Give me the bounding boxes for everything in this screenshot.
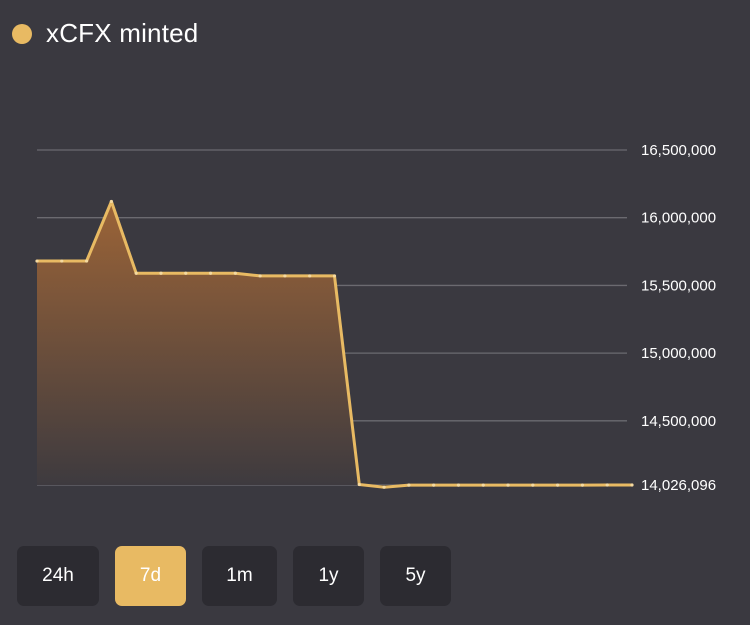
- data-point: [208, 271, 213, 275]
- data-point: [556, 483, 560, 487]
- data-point: [84, 259, 89, 263]
- data-point: [35, 259, 39, 263]
- range-button-1m[interactable]: 1m: [202, 546, 277, 606]
- data-point: [382, 485, 386, 489]
- legend-marker: [12, 23, 32, 44]
- data-point: [456, 483, 461, 487]
- y-tick-label: 15,000,000: [641, 345, 716, 362]
- data-point: [605, 483, 609, 487]
- data-point: [109, 199, 113, 204]
- chart-legend: xCFX minted: [12, 18, 198, 49]
- range-button-1y[interactable]: 1y: [293, 546, 364, 606]
- area-chart: 16,500,000 16,000,000 15,500,000 15,000,000…: [35, 142, 716, 494]
- data-point: [357, 482, 361, 487]
- data-point: [407, 483, 411, 487]
- data-point: [506, 483, 510, 487]
- data-point: [258, 274, 262, 278]
- y-tick-label: 16,500,000: [641, 142, 716, 159]
- range-button-7d[interactable]: 7d: [115, 546, 186, 606]
- data-point: [630, 483, 634, 487]
- y-tick-label: 14,500,000: [641, 413, 716, 430]
- data-point: [481, 483, 485, 487]
- data-point: [283, 274, 287, 278]
- y-tick-label: 15,500,000: [641, 277, 716, 294]
- y-tick-label: 16,000,000: [641, 210, 716, 227]
- data-point: [233, 271, 237, 275]
- range-button-24h[interactable]: 24h: [17, 546, 99, 606]
- data-point: [580, 483, 585, 487]
- data-point: [432, 483, 436, 487]
- data-point: [159, 271, 163, 275]
- data-point: [60, 259, 64, 263]
- series-area: [37, 201, 632, 488]
- data-point: [184, 271, 188, 275]
- range-button-5y[interactable]: 5y: [380, 546, 451, 606]
- time-range-selector: 24h 7d 1m 1y 5y: [17, 546, 467, 606]
- data-point: [531, 483, 535, 487]
- data-point: [134, 271, 138, 275]
- data-point: [308, 274, 312, 278]
- data-point: [332, 274, 337, 278]
- y-tick-label: 14,026,096: [641, 477, 716, 494]
- legend-label: xCFX minted: [46, 18, 199, 48]
